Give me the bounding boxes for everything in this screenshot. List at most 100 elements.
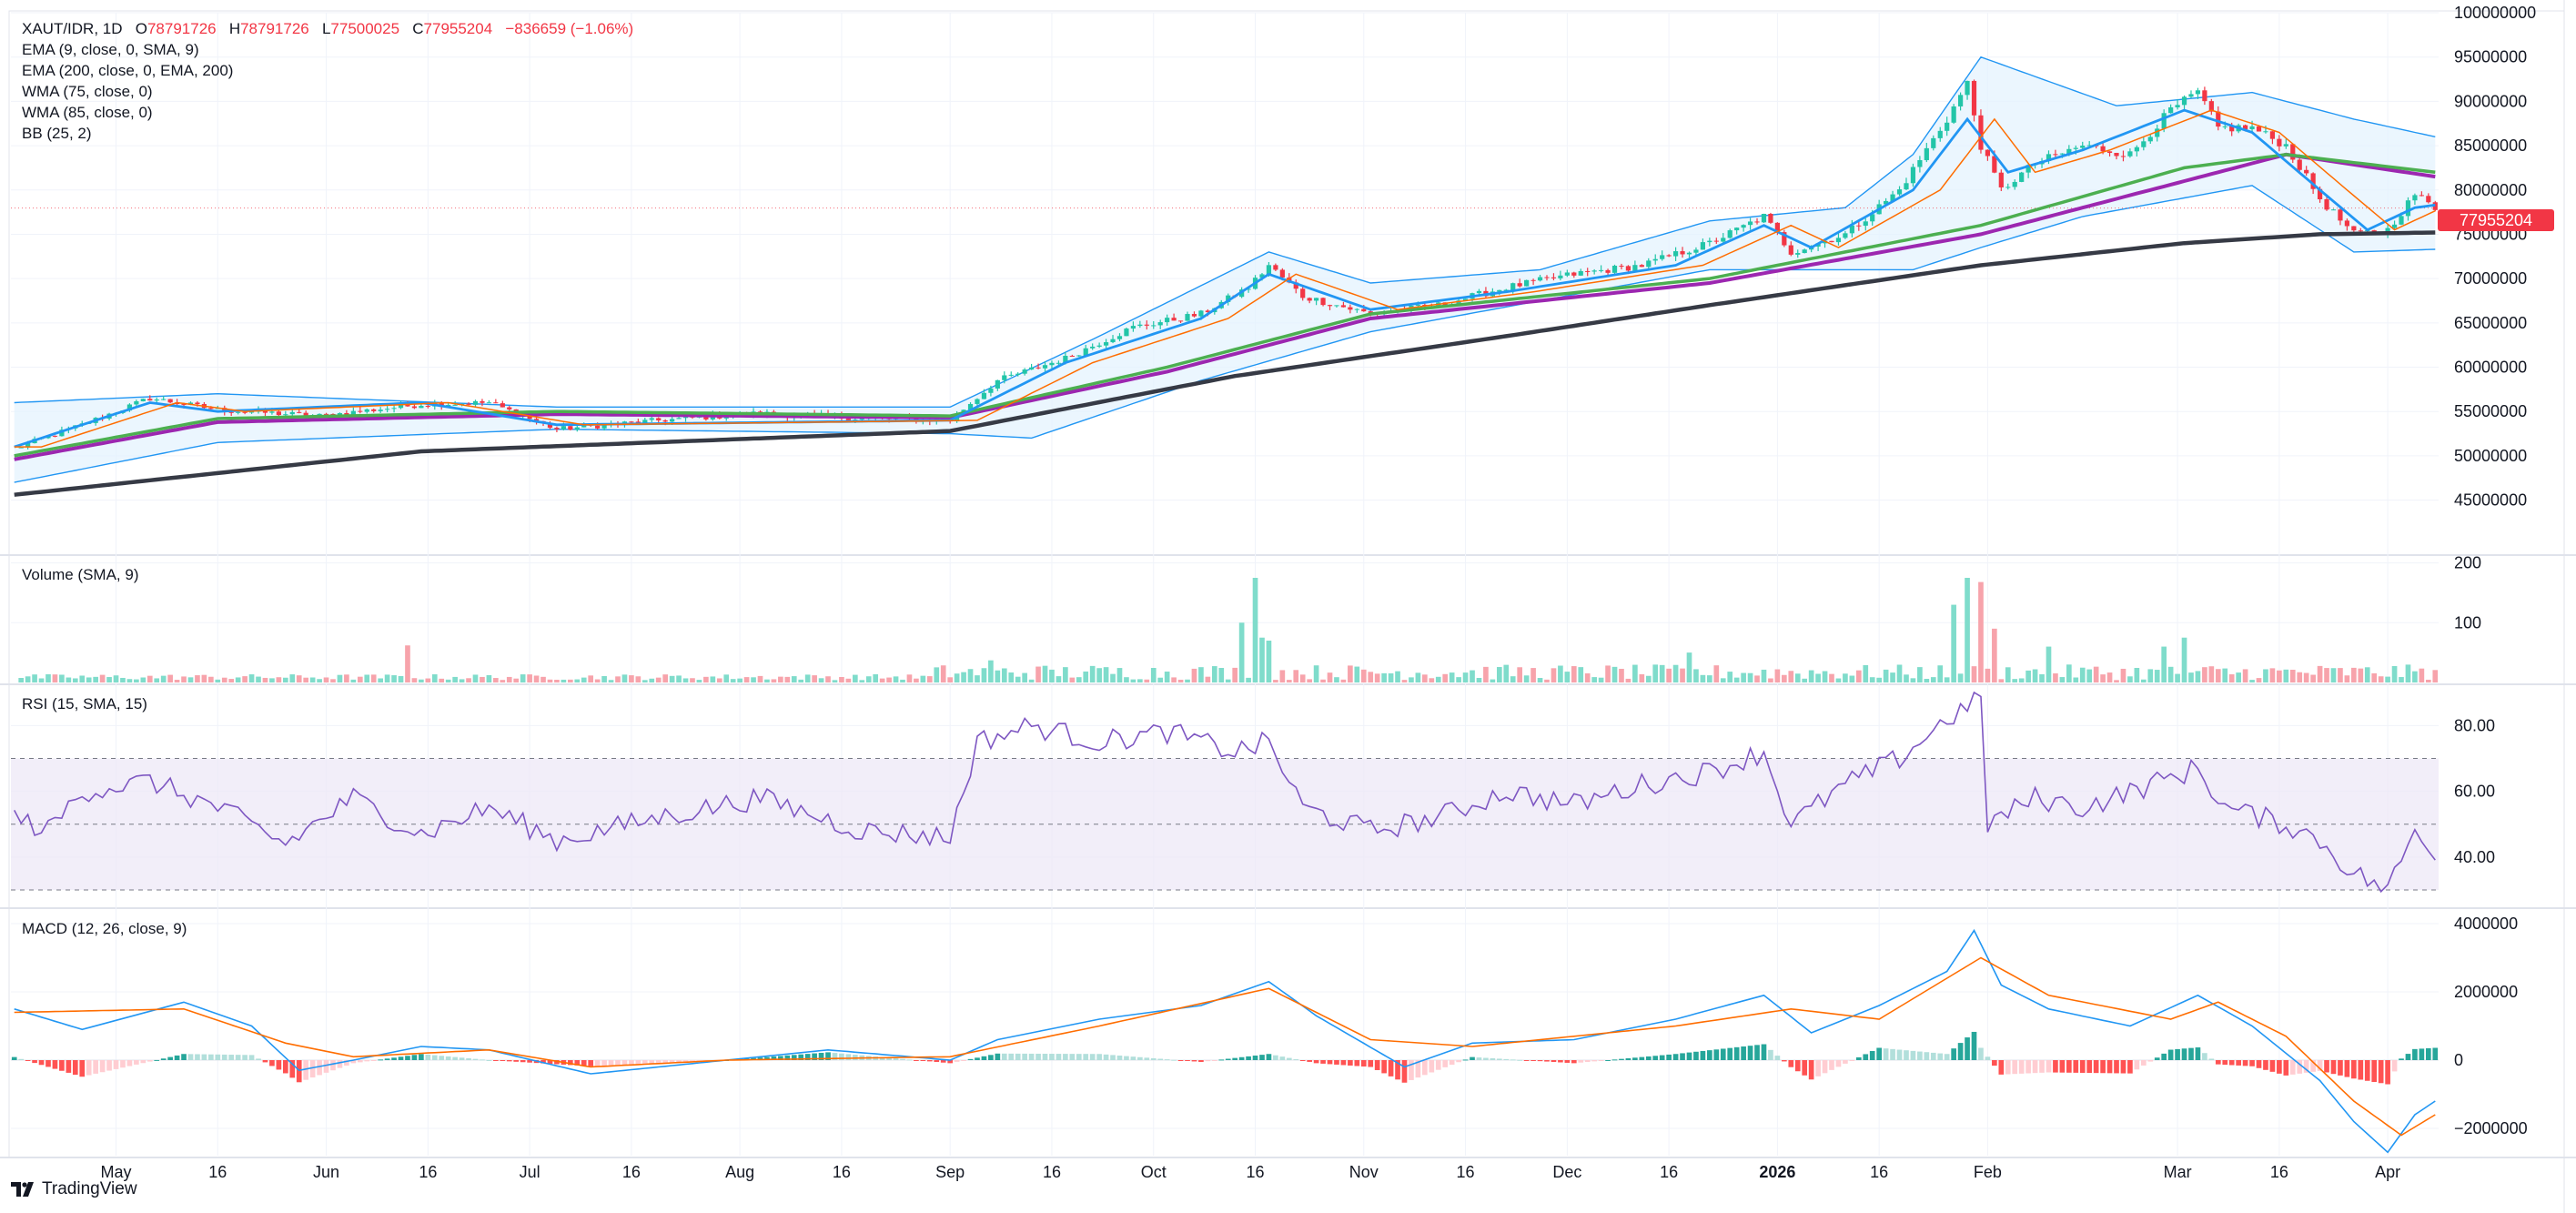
volume-bar [1360,669,1367,682]
macd-histogram-bar [1395,1060,1400,1080]
candle-body [1510,283,1516,290]
price-pane[interactable] [11,56,2439,497]
volume-bar [588,675,594,682]
candle-body [642,419,648,424]
macd-histogram-bar [1116,1056,1123,1060]
candle-body [1300,288,1306,298]
macd-histogram-bar [520,1060,526,1063]
candle-body [2419,195,2424,197]
macd-histogram-bar [445,1056,451,1060]
candle-body [161,399,167,400]
macd-histogram-bar [2073,1060,2079,1073]
candle-body [568,426,573,430]
volume-bar [1835,678,1842,682]
candle-body [676,418,682,419]
macd-histogram-bar [947,1060,954,1064]
macd-histogram-bar [682,1060,689,1063]
tradingview-logo[interactable]: TradingView [11,1179,137,1199]
macd-histogram-bar [2114,1060,2119,1074]
macd-histogram-bar [2181,1048,2187,1060]
macd-histogram-bar [893,1058,899,1060]
volume-bar [1544,679,1550,682]
volume-bar [262,677,268,682]
macd-histogram-bar [1680,1053,1685,1060]
volume-bar [1266,641,1272,682]
indicator-wma85[interactable]: WMA (85, close, 0) [22,104,153,121]
indicator-ema9[interactable]: EMA (9, close, 0, SMA, 9) [22,41,199,58]
volume-bar [947,677,954,682]
indicator-ema200[interactable]: EMA (200, close, 0, EMA, 200) [22,62,234,79]
volume-bar [737,678,742,682]
volume-bar [540,676,546,682]
volume-pane[interactable] [18,578,2439,682]
rsi-title[interactable]: RSI (15, SMA, 15) [22,695,147,713]
volume-bar [1110,673,1116,682]
volume-bar [798,679,804,682]
macd-histogram-bar [1733,1046,1740,1060]
volume-bar [669,675,675,682]
macd-histogram-bar [242,1055,247,1060]
volume-bar [2399,677,2404,682]
macd-histogram-bar [649,1060,655,1064]
macd-histogram-bar [2188,1047,2194,1060]
candle-body [2134,147,2139,152]
macd-histogram-bar [1462,1059,1469,1061]
volume-bar [2208,666,2215,682]
macd-title[interactable]: MACD (12, 26, close, 9) [22,920,187,937]
candle-body [59,430,65,437]
symbol-ohlc-line: XAUT/IDR, 1D O78791726 H78791726 L775000… [22,18,633,39]
x-tick-label: Sep [935,1163,965,1181]
macd-histogram-bar [1713,1049,1720,1060]
macd-histogram-bar [961,1060,966,1061]
macd-histogram-bar [1510,1059,1516,1061]
macd-histogram-bar [1470,1056,1475,1060]
macd-histogram-bar [459,1057,465,1060]
macd-histogram-bar [568,1060,573,1066]
macd-histogram-bar [146,1060,153,1062]
candle-body [1116,336,1123,339]
volume-bar [2086,669,2093,682]
volume-bar [743,677,750,682]
x-tick-label: Aug [725,1163,754,1181]
candle-body [187,402,194,405]
volume-bar [568,679,573,682]
macd-histogram-bar [1754,1045,1760,1060]
candle-body [975,399,980,404]
macd-histogram-bar [2025,1060,2031,1074]
candle-body [1049,362,1055,366]
candle-body [222,408,227,412]
macd-histogram-bar [1381,1060,1387,1074]
volume-bar [1659,664,1665,682]
volume-title[interactable]: Volume (SMA, 9) [22,566,139,583]
rsi-pane[interactable] [11,691,2439,894]
macd-histogram-bar [1523,1060,1530,1061]
macd-histogram-bar [167,1056,173,1060]
volume-bar [411,678,418,682]
candle-body [995,379,1000,389]
macd-histogram-bar [1409,1060,1414,1080]
tradingview-icon [11,1182,34,1197]
indicator-wma75[interactable]: WMA (75, close, 0) [22,83,153,100]
candle-body [2263,131,2268,133]
volume-bar [1741,672,1746,682]
candle-body [1951,106,1956,123]
candle-body [1368,311,1373,314]
candle-body [1151,325,1157,327]
volume-bar [1768,678,1773,682]
volume-bar [574,679,581,682]
macd-histogram-bar [1171,1059,1177,1061]
indicator-bb[interactable]: BB (25, 2) [22,125,92,142]
macd-histogram-bar [2120,1060,2126,1074]
volume-bar [1462,672,1469,682]
volume-bar [2188,672,2194,682]
macd-pane[interactable] [11,928,2439,1154]
volume-bar [561,679,567,682]
macd-histogram-bar [439,1056,445,1060]
volume-bar [187,677,194,682]
volume-bar [1246,677,1251,682]
candle-body [1476,290,1482,294]
macd-histogram-bar [988,1055,994,1060]
volume-bar [812,675,817,682]
candle-body [2426,196,2431,203]
